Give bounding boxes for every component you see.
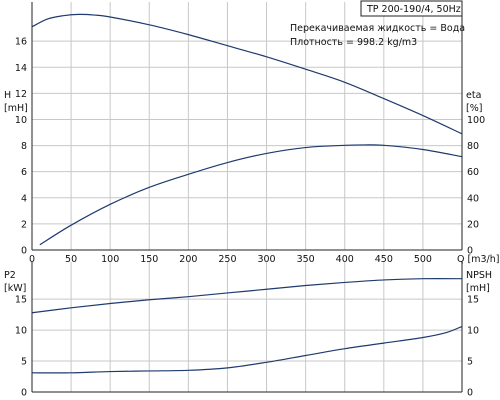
x-tick-label: 450 bbox=[375, 254, 393, 265]
top-left-tick-label: 4 bbox=[21, 193, 27, 204]
top-left-tick-label: 6 bbox=[21, 167, 27, 178]
top-right-tick-label: 80 bbox=[467, 141, 479, 152]
x-tick-label: 50 bbox=[65, 254, 77, 265]
title-box bbox=[360, 0, 463, 17]
x-tick-label: 150 bbox=[140, 254, 158, 265]
top-right-axis-label: eta bbox=[466, 90, 481, 101]
x-tick-label: 0 bbox=[29, 254, 35, 265]
x-tick-label: 350 bbox=[297, 254, 315, 265]
bottom-right-axis-label: [mH] bbox=[466, 283, 490, 294]
frame-layer bbox=[31, 2, 463, 393]
bottom-right-axis-label: NPSH bbox=[466, 270, 492, 281]
top-left-tick-label: 2 bbox=[21, 219, 27, 230]
x-tick-label: 200 bbox=[179, 254, 197, 265]
chart-title: TP 200-190/4, 50Hz bbox=[366, 4, 461, 15]
top-right-tick-label: 20 bbox=[467, 219, 479, 230]
text-layer: TP 200-190/4, 50Hz Перекачиваемая жидкос… bbox=[4, 0, 499, 399]
bottom-left-tick-label: 15 bbox=[15, 295, 27, 306]
top-left-tick-label: 16 bbox=[15, 37, 27, 48]
top-left-tick-label: 12 bbox=[15, 89, 27, 100]
top-left-tick-label: 14 bbox=[15, 63, 27, 74]
bottom-right-tick-label: 10 bbox=[467, 326, 479, 337]
bottom-series-1-line bbox=[31, 325, 463, 374]
top-left-tick-label: 8 bbox=[21, 141, 27, 152]
x-tick-label: 300 bbox=[257, 254, 275, 265]
bottom-right-tick-label: 0 bbox=[467, 388, 473, 399]
top-left-axis-label: [mH] bbox=[4, 103, 28, 114]
bottom-right-tick-label: 5 bbox=[467, 357, 473, 368]
bottom-left-tick-label: 0 bbox=[21, 388, 27, 399]
top-left-tick-label: 0 bbox=[21, 246, 27, 257]
top-right-axis-label: [%] bbox=[466, 103, 482, 114]
bottom-left-tick-label: 10 bbox=[15, 326, 27, 337]
top-right-tick-label: 100 bbox=[467, 115, 485, 126]
x-tick-label: 250 bbox=[218, 254, 236, 265]
top-right-tick-label: 0 bbox=[467, 246, 473, 257]
bottom-left-axis-label: [kW] bbox=[4, 283, 26, 294]
bottom-right-tick-label: 15 bbox=[467, 295, 479, 306]
bottom-series-0-line bbox=[31, 278, 463, 314]
x-tick-label: 500 bbox=[414, 254, 432, 265]
density-annotation: Плотность = 998.2 kg/m3 bbox=[290, 37, 417, 48]
x-tick-label: 100 bbox=[101, 254, 119, 265]
top-left-tick-label: 10 bbox=[15, 115, 27, 126]
bottom-left-axis-label: P2 bbox=[4, 270, 16, 281]
top-series-1-line bbox=[39, 144, 463, 246]
x-axis-label: Q [m3/h] bbox=[457, 254, 499, 265]
top-right-tick-label: 60 bbox=[467, 167, 479, 178]
fluid-annotation: Перекачиваемая жидкость = Вода bbox=[290, 23, 465, 34]
top-series-0-line bbox=[31, 13, 463, 135]
series-layer bbox=[31, 13, 463, 374]
bottom-left-tick-label: 5 bbox=[21, 357, 27, 368]
top-right-tick-label: 40 bbox=[467, 193, 479, 204]
top-left-axis-label: H bbox=[4, 90, 11, 101]
x-tick-label: 400 bbox=[336, 254, 354, 265]
